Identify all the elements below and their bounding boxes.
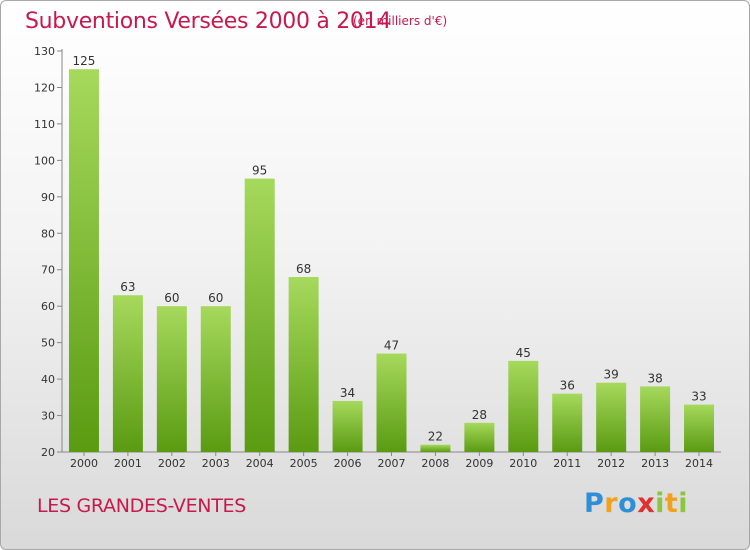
data-label: 68 <box>296 262 311 276</box>
data-label: 39 <box>604 368 619 382</box>
data-label: 28 <box>472 408 487 422</box>
data-label: 38 <box>647 371 662 385</box>
x-tick-label: 2007 <box>378 457 406 470</box>
data-label: 125 <box>73 54 96 68</box>
y-tick-label: 70 <box>41 264 55 277</box>
data-label: 60 <box>164 291 179 305</box>
x-tick-label: 2000 <box>70 457 98 470</box>
bar <box>508 360 539 452</box>
x-tick-label: 2008 <box>421 457 449 470</box>
y-tick-label: 60 <box>41 300 55 313</box>
logo-letter: x <box>637 488 656 519</box>
x-tick-label: 2013 <box>641 457 669 470</box>
x-tick-label: 2014 <box>685 457 713 470</box>
bar <box>332 400 363 452</box>
y-tick-label: 30 <box>41 410 55 423</box>
bar <box>244 178 275 452</box>
bar <box>288 277 319 452</box>
data-label: 95 <box>252 164 267 178</box>
data-label: 47 <box>384 339 399 353</box>
logo-letter: P <box>584 488 605 519</box>
bar <box>464 422 495 452</box>
bar <box>68 69 99 453</box>
x-tick-label: 2001 <box>114 457 142 470</box>
proxiti-logo[interactable]: Proxiti <box>584 488 688 519</box>
bar <box>112 295 143 452</box>
x-tick-label: 2006 <box>334 457 362 470</box>
bar <box>156 306 187 452</box>
labels: 2000 125 2001 63 2002 60 2003 60 2004 95 2005 68 200… <box>70 54 713 470</box>
bar <box>200 306 231 452</box>
x-tick-label: 2010 <box>509 457 537 470</box>
chart-subtitle: (en milliers d'€) <box>353 14 448 28</box>
bar <box>376 353 407 452</box>
logo-letter: i <box>678 488 689 519</box>
bar <box>552 393 583 452</box>
axes: 20 30 40 50 60 70 80 90 100 110 120 130 <box>34 45 721 459</box>
data-label: 60 <box>208 291 223 305</box>
chart-title: Subventions Versées 2000 à 2014 <box>25 9 392 34</box>
x-tick-label: 2009 <box>465 457 493 470</box>
y-tick-label: 50 <box>41 337 55 350</box>
data-label: 22 <box>428 430 443 444</box>
bar <box>684 404 715 452</box>
y-tick-label: 20 <box>41 446 55 459</box>
logo-letter: r <box>604 488 619 519</box>
data-label: 45 <box>516 346 531 360</box>
data-label: 33 <box>691 390 706 404</box>
x-tick-label: 2003 <box>202 457 230 470</box>
y-tick-label: 110 <box>34 118 55 131</box>
commune-name: LES GRANDES-VENTES <box>37 495 246 517</box>
logo-letter: i <box>655 488 665 519</box>
y-tick-label: 40 <box>41 373 55 386</box>
y-tick-label: 100 <box>34 154 55 167</box>
y-tick-label: 90 <box>41 191 55 204</box>
data-label: 34 <box>340 386 355 400</box>
y-tick-label: 130 <box>34 45 55 58</box>
x-tick-label: 2004 <box>246 457 274 470</box>
y-tick-label: 80 <box>41 227 55 240</box>
data-label: 63 <box>120 280 135 294</box>
x-tick-label: 2011 <box>553 457 581 470</box>
bars <box>68 69 715 453</box>
logo-letter: t <box>664 488 679 519</box>
bar <box>596 382 627 452</box>
y-tick-label: 120 <box>34 81 55 94</box>
x-tick-label: 2002 <box>158 457 186 470</box>
bar <box>420 444 451 452</box>
x-tick-label: 2012 <box>597 457 625 470</box>
bar <box>640 386 671 452</box>
logo-letter: o <box>618 488 638 519</box>
data-label: 36 <box>560 379 575 393</box>
x-tick-label: 2005 <box>290 457 318 470</box>
